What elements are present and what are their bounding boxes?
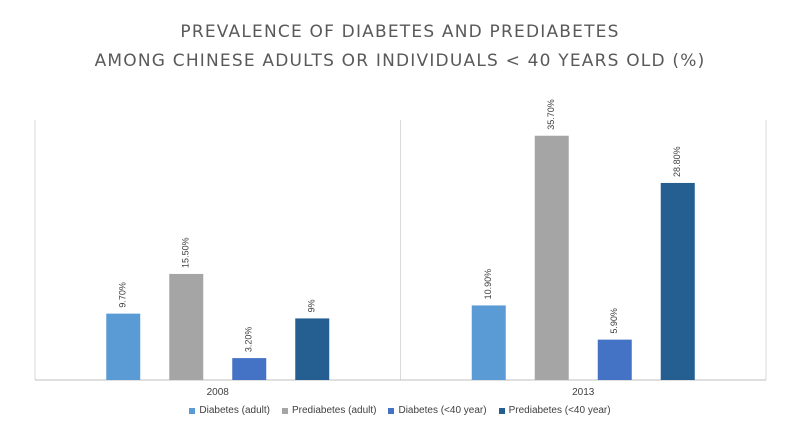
legend-swatch-prediabetes-under-40	[498, 407, 505, 414]
bar-diabetes-40-year-2013	[597, 339, 632, 380]
category-label-2013: 2013	[572, 387, 595, 398]
data-label: 3.20%	[244, 327, 254, 353]
bar-diabetes-adult-2013	[471, 305, 506, 380]
chart-title-line-1: PREVALENCE OF DIABETES AND PREDIABETES	[180, 22, 620, 42]
bar-prediabetes-40-year-2013	[660, 182, 695, 380]
chart-legend: Diabetes (adult) Prediabetes (adult) Dia…	[0, 405, 800, 416]
legend-item-diabetes-adult: Diabetes (adult)	[189, 405, 270, 416]
data-label: 28.80%	[672, 146, 682, 177]
bar-prediabetes-40-year-2008	[295, 318, 330, 380]
chart-title: PREVALENCE OF DIABETES AND PREDIABETES A…	[0, 18, 800, 76]
bar-prediabetes-adult-2013	[534, 135, 569, 380]
legend-item-prediabetes-adult: Prediabetes (adult)	[281, 405, 377, 416]
legend-item-prediabetes-under-40: Prediabetes (<40 year)	[498, 405, 611, 416]
category-label-group: 2008 2013	[207, 387, 595, 398]
legend-swatch-prediabetes-adult	[281, 407, 288, 414]
plot-frame	[34, 120, 767, 381]
bar-diabetes-adult-2008	[106, 313, 141, 380]
data-label: 15.50%	[181, 237, 191, 268]
chart-title-line-2: AMONG CHINESE ADULTS OR INDIVIDUALS < 40…	[94, 51, 706, 71]
data-label: 9.70%	[118, 282, 128, 308]
legend-item-diabetes-under-40: Diabetes (<40 year)	[388, 405, 487, 416]
category-label-2008: 2008	[207, 387, 230, 398]
legend-label-diabetes-under-40: Diabetes (<40 year)	[398, 405, 487, 416]
data-label: 9%	[307, 299, 317, 312]
bar-diabetes-40-year-2008	[232, 358, 267, 380]
bar-prediabetes-adult-2008	[169, 273, 204, 380]
data-label: 5.90%	[609, 308, 619, 334]
legend-swatch-diabetes-under-40	[388, 407, 395, 414]
bar-group	[106, 135, 695, 380]
data-label-group: 9.70% 15.50% 3.20% 9% 10.90% 35.70% 5.90% 28.80…	[118, 99, 683, 352]
data-label: 10.90%	[483, 269, 493, 300]
legend-label-prediabetes-under-40: Prediabetes (<40 year)	[508, 405, 611, 416]
legend-label-prediabetes-adult: Prediabetes (adult)	[291, 405, 377, 416]
legend-swatch-diabetes-adult	[189, 407, 196, 414]
legend-label-diabetes-adult: Diabetes (adult)	[199, 405, 270, 416]
data-label: 35.70%	[546, 99, 556, 130]
